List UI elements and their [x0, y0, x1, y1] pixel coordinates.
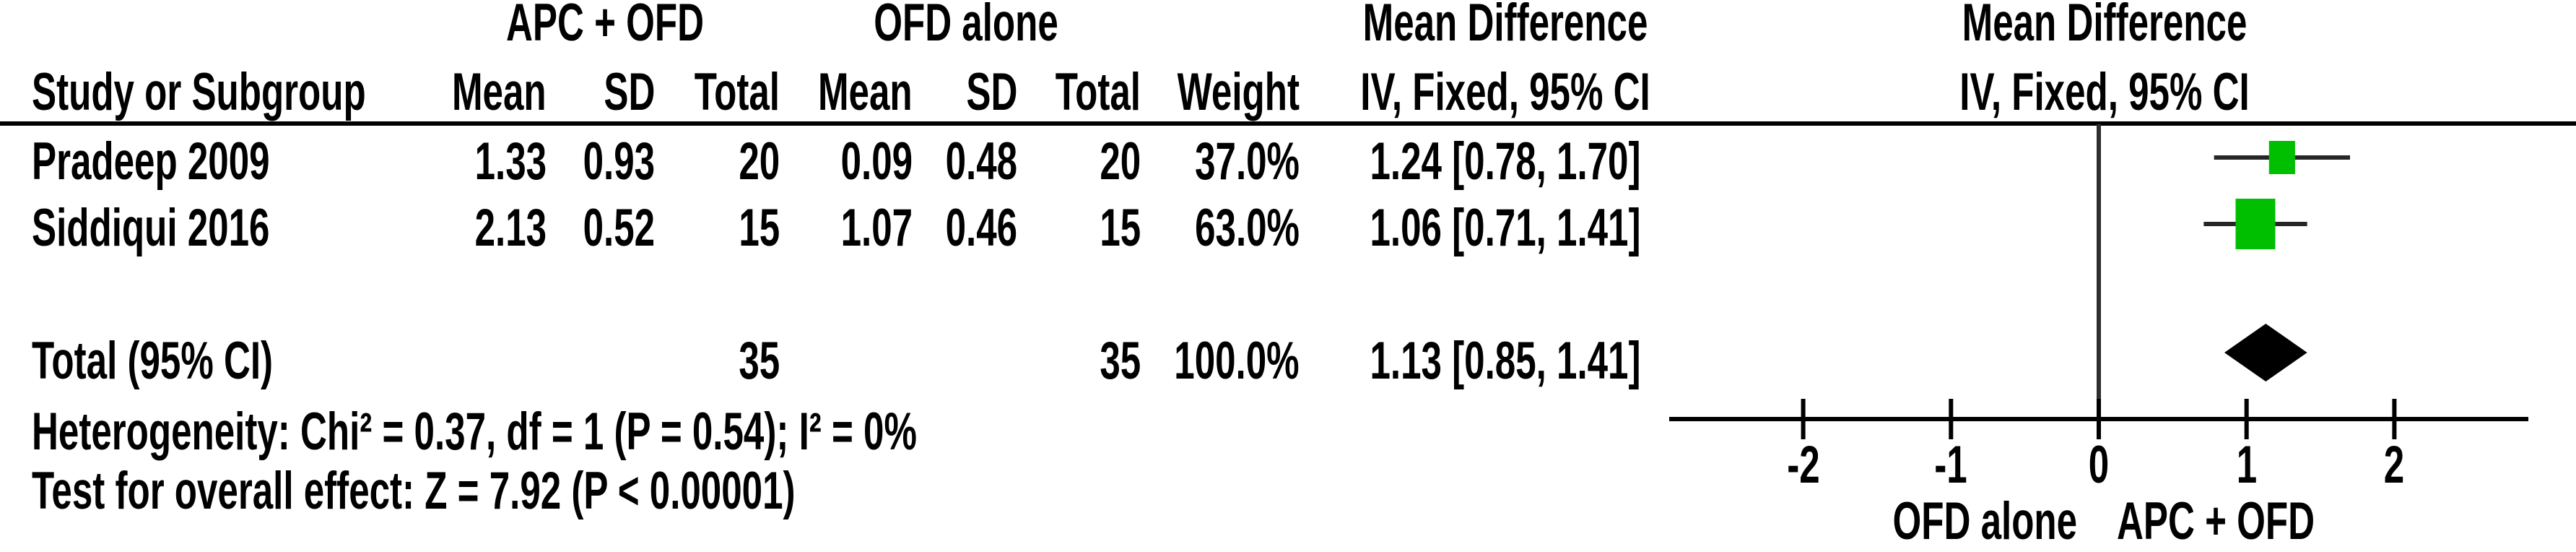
favours-left-label: OFD alone — [1892, 492, 2077, 551]
effect-square — [2268, 141, 2295, 174]
axis-tick-label: 2 — [2384, 436, 2405, 494]
study-name: Pradeep 2009 — [32, 132, 270, 191]
sd2-value: 0.46 — [945, 199, 1017, 257]
sd1-value: 0.93 — [583, 132, 655, 191]
total2-sum: 35 — [1100, 332, 1141, 390]
total1-value: 20 — [739, 132, 780, 191]
mean1-value: 1.33 — [474, 132, 547, 191]
mean2-value: 1.07 — [840, 199, 913, 257]
col-total1-header: Total — [694, 63, 780, 121]
zero-line — [2097, 124, 2101, 419]
col-weight-header: Weight — [1177, 63, 1300, 121]
total1-value: 15 — [739, 199, 780, 257]
study-name: Siddiqui 2016 — [32, 199, 270, 257]
col-ci-header: IV, Fixed, 95% CI — [1360, 63, 1650, 121]
favours-right-label: APC + OFD — [2117, 492, 2315, 551]
axis-tick — [1801, 399, 1806, 439]
col-mean1-header: Mean — [452, 63, 547, 121]
weight-value: 37.0% — [1195, 132, 1300, 191]
axis-tick — [1949, 399, 1954, 439]
axis-tick — [2097, 399, 2101, 439]
sd1-value: 0.52 — [583, 199, 655, 257]
axis-tick-label: -2 — [1786, 436, 1820, 494]
effect-square — [2235, 199, 2276, 249]
axis-tick-label: -1 — [1934, 436, 1968, 494]
weight-value: 63.0% — [1195, 199, 1300, 257]
axis-tick-label: 1 — [2236, 436, 2257, 494]
ci-line — [2203, 222, 2307, 226]
total2-value: 15 — [1100, 199, 1141, 257]
sd2-value: 0.48 — [945, 132, 1017, 191]
total-label: Total (95% CI) — [32, 332, 274, 390]
total-diamond — [2224, 324, 2307, 381]
group1-header: APC + OFD — [506, 0, 704, 52]
col-sd1-header: SD — [604, 63, 655, 121]
axis-tick — [2244, 399, 2249, 439]
effect-header-plot: Mean Difference — [1962, 0, 2248, 52]
heterogeneity-text: Heterogeneity: Chi² = 0.37, df = 1 (P = … — [32, 402, 917, 461]
ci-text: 1.24 [0.78, 1.70] — [1370, 132, 1641, 191]
col-study-header: Study or Subgroup — [32, 63, 366, 121]
total1-sum: 35 — [739, 332, 780, 390]
axis-tick-label: 0 — [2088, 436, 2110, 494]
mean1-value: 2.13 — [474, 199, 547, 257]
overall-effect-text: Test for overall effect: Z = 7.92 (P < 0… — [32, 462, 796, 520]
axis-tick — [2392, 399, 2397, 439]
mean2-value: 0.09 — [840, 132, 913, 191]
col-sd2-header: SD — [966, 63, 1017, 121]
plot-ci-header: IV, Fixed, 95% CI — [1959, 63, 2250, 121]
total2-value: 20 — [1100, 132, 1141, 191]
x-axis-line — [1669, 417, 2528, 421]
ci-line — [2214, 155, 2350, 160]
total-weight: 100.0% — [1174, 332, 1300, 390]
ci-text: 1.06 [0.71, 1.41] — [1370, 199, 1641, 257]
total-ci-text: 1.13 [0.85, 1.41] — [1370, 332, 1641, 390]
header-divider — [0, 121, 2576, 126]
effect-header-table: Mean Difference — [1362, 0, 1648, 52]
col-mean2-header: Mean — [818, 63, 913, 121]
group2-header: OFD alone — [874, 0, 1058, 52]
col-total2-header: Total — [1055, 63, 1141, 121]
